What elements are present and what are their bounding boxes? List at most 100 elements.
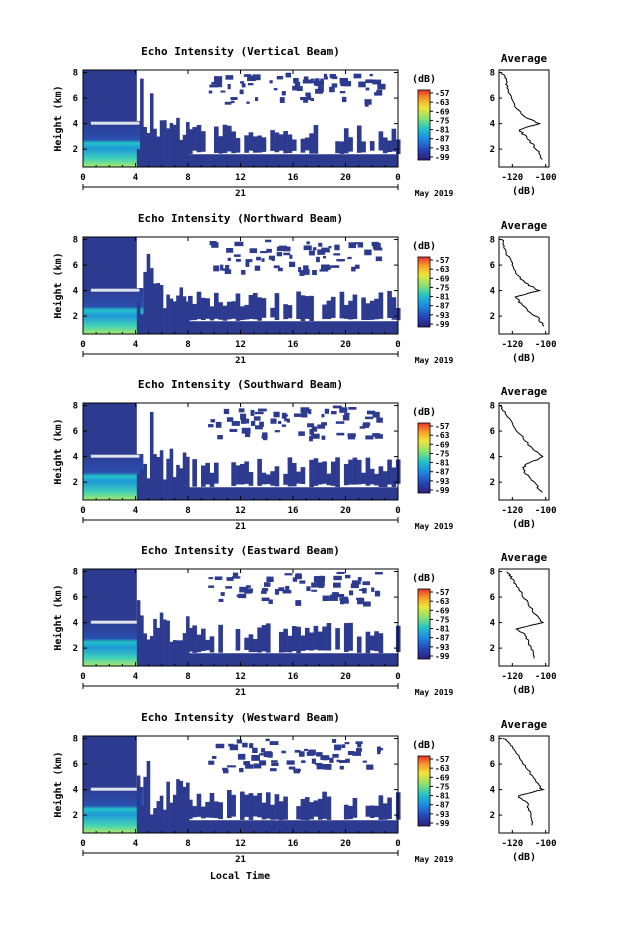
colorbar-tick-label: -63 [435, 431, 450, 440]
heatmap-cell [348, 459, 353, 485]
heatmap-cell [369, 300, 375, 320]
heatmap-cell [298, 751, 305, 757]
heatmap-cell [237, 753, 246, 760]
heatmap-cell [285, 72, 292, 78]
heatmap-cell [361, 297, 366, 321]
heatmap-cell [313, 576, 318, 583]
colorbar-tick-label: -75 [435, 782, 450, 791]
average-y-tick-label: 6 [490, 261, 495, 271]
heatmap-cell [192, 303, 197, 321]
y-tick-label: 6 [73, 593, 78, 603]
heatmap-cell [343, 463, 349, 486]
heatmap-cell [208, 577, 213, 580]
heatmap-cell [230, 100, 235, 104]
heatmap-cell [296, 471, 301, 484]
heatmap-cell [308, 250, 315, 256]
heatmap-cell [169, 448, 174, 500]
heatmap-cell [271, 762, 279, 766]
heatmap-cell [252, 795, 258, 817]
heatmap-cell [326, 473, 332, 486]
heatmap-cell [339, 141, 345, 154]
heatmap-cell [242, 418, 250, 424]
heatmap-cell [348, 406, 357, 410]
colorbar-tick-label: -75 [435, 283, 450, 292]
heatmap-cell [347, 433, 356, 438]
heatmap-cell [330, 461, 336, 486]
heatmap-white-band [90, 121, 140, 125]
heatmap-cell [281, 424, 286, 427]
colorbar-tick-label: -57 [435, 89, 450, 98]
heatmap-cell [286, 760, 295, 765]
heatmap-cell [362, 422, 371, 427]
heatmap-cell [326, 622, 332, 651]
average-y-tick-label: 4 [490, 619, 496, 629]
heatmap-cell [308, 409, 312, 415]
heatmap-cell [231, 462, 236, 486]
panel-4: Echo Intensity (Westward Beam) 0 4 8 12 16 20 0… [52, 711, 557, 865]
average-x-tick-label: -100 [535, 839, 557, 849]
average-y-tick-label: 2 [490, 478, 495, 488]
heatmap-cell [196, 291, 202, 320]
heatmap-cell [274, 293, 280, 321]
heatmap-cell [309, 459, 314, 488]
average-y-tick-label: 6 [490, 760, 495, 770]
average-frame [498, 236, 550, 335]
heatmap-cell [303, 270, 310, 275]
heatmap-cell [192, 459, 197, 487]
heatmap-cell [319, 269, 329, 272]
heatmap-cell [149, 93, 154, 167]
heatmap-cell [159, 450, 164, 500]
x-tick-label: 12 [235, 672, 246, 682]
heatmap-cell [278, 631, 284, 653]
y-axis-label: Height (km) [52, 418, 64, 484]
heatmap-cell [166, 781, 170, 833]
average-profile-line [506, 571, 545, 659]
average-y-tick-label: 8 [490, 735, 495, 745]
heatmap-cell [269, 741, 279, 746]
heatmap-cell [236, 739, 243, 744]
heatmap-cell [319, 580, 325, 587]
heatmap [83, 569, 401, 666]
colorbar-unit: (dB) [412, 74, 436, 85]
heatmap-cell [294, 750, 301, 753]
heatmap-cell [317, 424, 326, 429]
heatmap-cell [254, 97, 259, 101]
heatmap-cell [136, 473, 141, 500]
heatmap-cell [239, 586, 249, 593]
colorbar-tick-label: -69 [435, 773, 450, 782]
heatmap-cell [304, 296, 310, 319]
average-profile-line [501, 72, 543, 160]
heatmap-cell [179, 780, 184, 833]
heatmap-cell [378, 633, 384, 654]
heatmap-cell [359, 426, 366, 429]
heatmap-cell [302, 79, 312, 84]
average-profile-line [499, 405, 544, 493]
x-tick-label: 8 [185, 340, 190, 350]
heatmap-cell [333, 582, 341, 588]
heatmap-cell [214, 76, 223, 83]
heatmap-cell [276, 76, 284, 80]
heatmap-cell [254, 265, 261, 271]
heatmap-cell [153, 454, 157, 500]
heatmap-cell [156, 282, 161, 334]
heatmap-cell [295, 600, 302, 606]
heatmap-cell [232, 746, 238, 749]
heatmap-cell [336, 594, 345, 598]
heatmap-cell [232, 572, 239, 577]
heatmap-cell [182, 633, 187, 666]
heatmap-cell [249, 248, 258, 253]
heatmap-cell [169, 802, 174, 833]
heatmap-cell [211, 81, 220, 85]
heatmap-cell [196, 793, 202, 817]
heatmap-cell [378, 292, 384, 319]
panel-2: Echo Intensity (Southward Beam)0 4 8 12 16 20… [52, 378, 557, 532]
y-tick-label: 6 [73, 427, 78, 437]
heatmap-cell [375, 256, 383, 262]
heatmap-cell [301, 411, 308, 418]
heatmap-low-layer [181, 487, 398, 500]
heatmap-cell [305, 92, 311, 97]
heatmap-cell [374, 590, 381, 597]
colorbar-tick-label: -99 [435, 486, 450, 495]
heatmap-cell [159, 284, 164, 334]
heatmap-cell [273, 411, 280, 418]
